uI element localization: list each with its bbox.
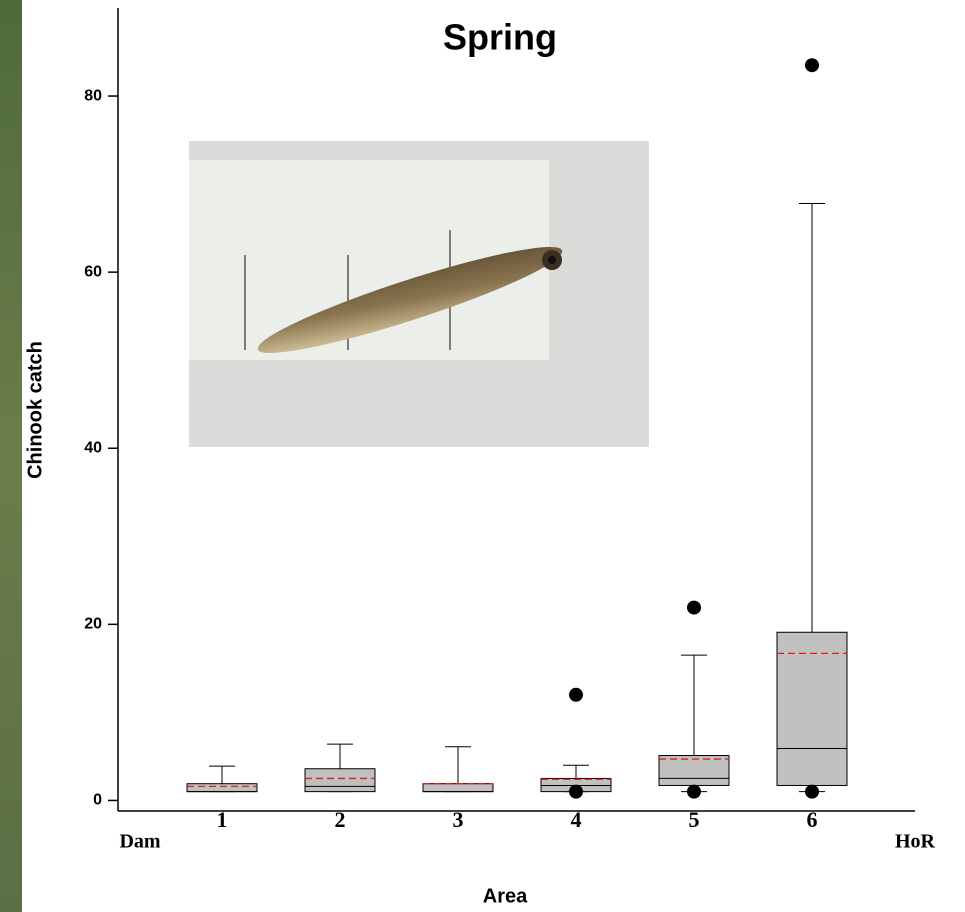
y-tick-label: 40 bbox=[84, 439, 102, 456]
x-tick-label: 6 bbox=[807, 807, 818, 832]
box bbox=[658, 755, 730, 786]
y-tick-label: 20 bbox=[84, 616, 102, 633]
y-axis-label: Chinook catch bbox=[24, 341, 46, 479]
annotation: HoR bbox=[895, 831, 936, 853]
fish-photo bbox=[189, 141, 649, 447]
box bbox=[422, 783, 494, 793]
y-tick-label: 0 bbox=[93, 792, 102, 809]
outlier bbox=[805, 58, 819, 73]
box bbox=[776, 631, 848, 786]
annotation: Dam bbox=[119, 831, 160, 853]
outlier bbox=[805, 784, 819, 799]
x-tick-label: 5 bbox=[689, 807, 700, 832]
outlier bbox=[687, 600, 701, 615]
outlier bbox=[569, 687, 583, 702]
chart-title: Spring bbox=[443, 17, 557, 58]
box bbox=[186, 783, 258, 793]
outlier bbox=[569, 784, 583, 799]
x-axis-label: Area bbox=[483, 885, 528, 907]
background-satellite-strip bbox=[0, 0, 22, 912]
y-tick-label: 80 bbox=[84, 87, 102, 104]
y-tick-label: 60 bbox=[84, 263, 102, 280]
x-tick-label: 1 bbox=[217, 807, 228, 832]
x-tick-label: 4 bbox=[571, 807, 582, 832]
box bbox=[304, 768, 376, 793]
x-tick-label: 3 bbox=[453, 807, 464, 832]
x-tick-label: 2 bbox=[335, 807, 346, 832]
outlier bbox=[687, 784, 701, 799]
